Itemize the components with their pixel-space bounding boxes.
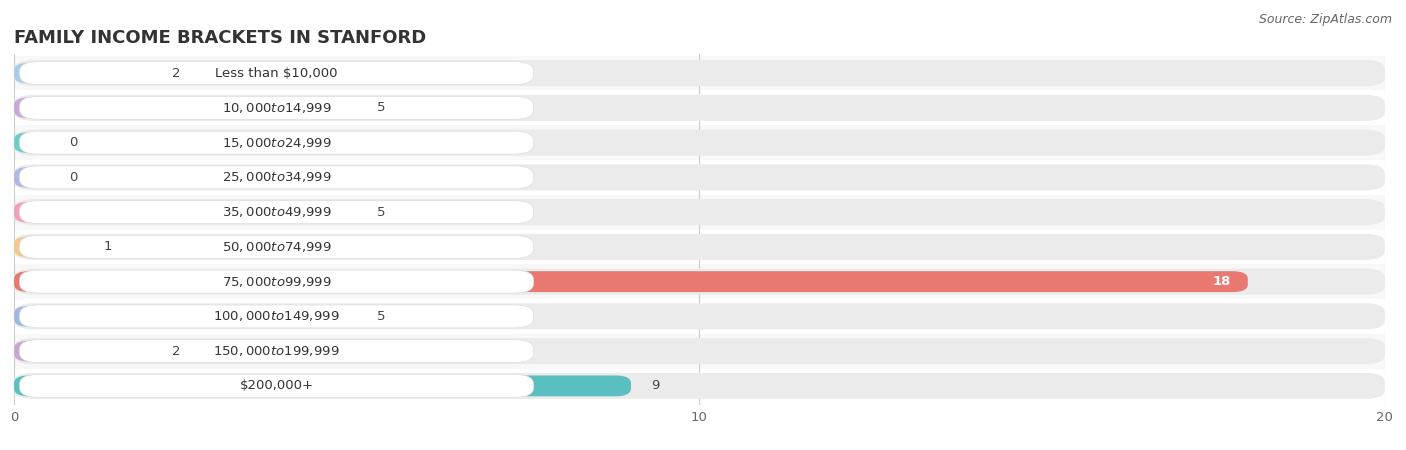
FancyBboxPatch shape	[20, 62, 534, 85]
FancyBboxPatch shape	[20, 131, 534, 154]
FancyBboxPatch shape	[20, 235, 534, 258]
Text: $35,000 to $49,999: $35,000 to $49,999	[222, 205, 332, 219]
Text: 18: 18	[1212, 275, 1230, 288]
Bar	[14, 230, 1385, 264]
Text: $15,000 to $24,999: $15,000 to $24,999	[222, 135, 332, 149]
FancyBboxPatch shape	[14, 338, 1385, 364]
FancyBboxPatch shape	[14, 63, 152, 84]
FancyBboxPatch shape	[20, 201, 534, 224]
Text: Source: ZipAtlas.com: Source: ZipAtlas.com	[1258, 14, 1392, 27]
FancyBboxPatch shape	[20, 340, 534, 363]
FancyBboxPatch shape	[14, 375, 631, 396]
Bar	[14, 56, 1385, 90]
FancyBboxPatch shape	[20, 96, 534, 119]
FancyBboxPatch shape	[14, 167, 45, 188]
Text: $25,000 to $34,999: $25,000 to $34,999	[222, 171, 332, 184]
FancyBboxPatch shape	[14, 60, 1385, 86]
FancyBboxPatch shape	[14, 130, 1385, 156]
FancyBboxPatch shape	[14, 306, 357, 327]
FancyBboxPatch shape	[20, 166, 534, 189]
Text: 5: 5	[377, 101, 385, 114]
FancyBboxPatch shape	[20, 305, 534, 328]
Text: 9: 9	[651, 379, 659, 392]
Bar	[14, 125, 1385, 160]
Bar	[14, 195, 1385, 230]
FancyBboxPatch shape	[14, 341, 152, 361]
Bar	[14, 369, 1385, 403]
FancyBboxPatch shape	[14, 373, 1385, 399]
Bar	[14, 160, 1385, 195]
Text: 0: 0	[69, 136, 77, 149]
Text: $100,000 to $149,999: $100,000 to $149,999	[214, 310, 340, 324]
Bar	[14, 334, 1385, 369]
Text: 0: 0	[69, 171, 77, 184]
FancyBboxPatch shape	[14, 164, 1385, 190]
Text: FAMILY INCOME BRACKETS IN STANFORD: FAMILY INCOME BRACKETS IN STANFORD	[14, 29, 426, 47]
Text: 5: 5	[377, 310, 385, 323]
Text: 2: 2	[172, 67, 180, 80]
FancyBboxPatch shape	[14, 271, 1249, 292]
FancyBboxPatch shape	[20, 270, 534, 293]
FancyBboxPatch shape	[14, 132, 45, 153]
Bar	[14, 264, 1385, 299]
Text: Less than $10,000: Less than $10,000	[215, 67, 337, 80]
FancyBboxPatch shape	[14, 95, 1385, 121]
FancyBboxPatch shape	[14, 303, 1385, 329]
Bar	[14, 299, 1385, 334]
FancyBboxPatch shape	[14, 199, 1385, 225]
FancyBboxPatch shape	[14, 98, 357, 118]
Text: $50,000 to $74,999: $50,000 to $74,999	[222, 240, 332, 254]
Text: $150,000 to $199,999: $150,000 to $199,999	[214, 344, 340, 358]
Text: $75,000 to $99,999: $75,000 to $99,999	[222, 274, 332, 288]
Text: 2: 2	[172, 345, 180, 358]
FancyBboxPatch shape	[20, 374, 534, 397]
Text: $200,000+: $200,000+	[239, 379, 314, 392]
FancyBboxPatch shape	[14, 202, 357, 223]
Text: 5: 5	[377, 206, 385, 219]
Text: $10,000 to $14,999: $10,000 to $14,999	[222, 101, 332, 115]
FancyBboxPatch shape	[14, 234, 1385, 260]
Bar	[14, 90, 1385, 125]
Text: 1: 1	[103, 240, 111, 253]
FancyBboxPatch shape	[14, 269, 1385, 295]
FancyBboxPatch shape	[14, 236, 83, 257]
